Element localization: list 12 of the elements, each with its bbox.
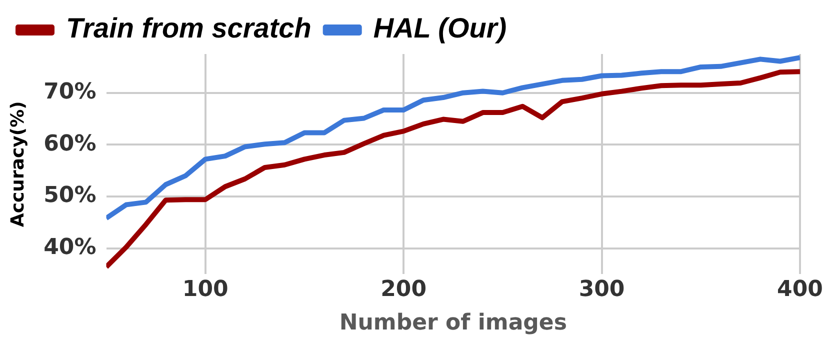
x-tick-label: 200 — [380, 277, 427, 302]
y-axis-title: Accuracy(%) — [7, 101, 28, 228]
x-tick-label: 400 — [777, 277, 823, 302]
y-tick-label: 40% — [44, 235, 96, 260]
x-tick-label: 100 — [182, 277, 228, 302]
x-axis-title: Number of images — [339, 310, 567, 336]
x-tick-label: 300 — [578, 277, 625, 302]
y-tick-label: 50% — [44, 183, 96, 208]
y-tick-label: 60% — [44, 131, 96, 156]
legend-label: HAL (Our) — [373, 12, 507, 44]
legend-label: Train from scratch — [66, 12, 312, 44]
y-tick-label: 70% — [44, 80, 96, 105]
